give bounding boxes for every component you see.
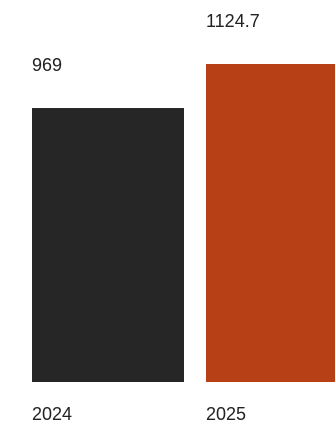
bars-group — [32, 64, 335, 382]
bar-2024 — [32, 108, 184, 382]
category-label-2025: 2025 — [206, 404, 246, 424]
value-labels-group: 969 1124.7 — [32, 11, 260, 75]
value-label-2025: 1124.7 — [206, 11, 260, 31]
value-label-2024: 969 — [32, 55, 62, 75]
category-labels-group: 2024 2025 — [32, 404, 246, 424]
bar-2025 — [206, 64, 335, 382]
category-label-2024: 2024 — [32, 404, 72, 424]
